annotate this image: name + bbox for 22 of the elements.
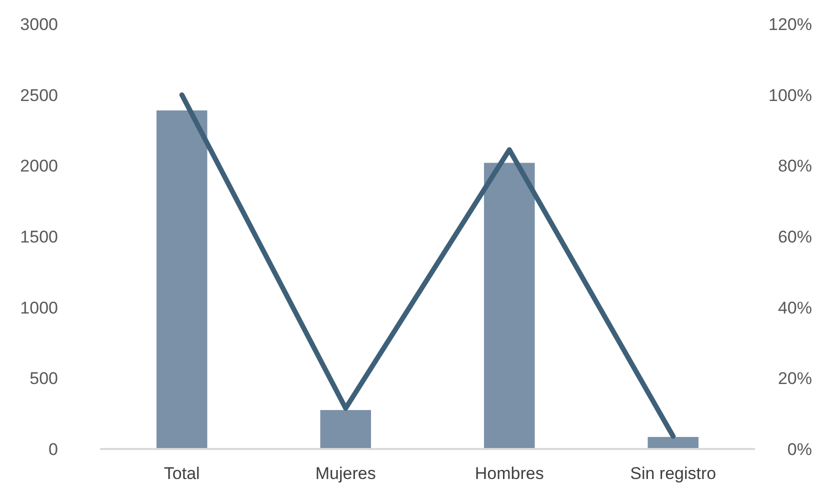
bar: [156, 110, 208, 449]
x-tick-label: Mujeres: [315, 464, 376, 483]
y2-tick-label: 80%: [778, 156, 812, 176]
bar: [484, 162, 535, 449]
y2-tick-label: 60%: [778, 227, 812, 246]
y2-tick-label: 20%: [778, 369, 812, 388]
y2-tick-label: 100%: [768, 86, 812, 105]
bar: [320, 410, 372, 449]
y2-tick-label: 120%: [768, 14, 812, 34]
x-tick-label: Total: [164, 464, 200, 483]
y-tick-label: 0: [48, 440, 58, 459]
bar: [648, 436, 699, 449]
y-tick-label: 1000: [20, 298, 58, 318]
y-tick-label: 1500: [20, 227, 58, 246]
y2-tick-label: 40%: [778, 298, 812, 318]
y-tick-label: 500: [30, 369, 58, 388]
y-tick-label: 2000: [20, 156, 58, 176]
y-tick-label: 2500: [20, 86, 58, 105]
y-tick-label: 3000: [20, 14, 58, 34]
x-tick-label: Sin registro: [630, 464, 716, 483]
x-tick-label: Hombres: [474, 464, 544, 483]
y2-tick-label: 0%: [787, 440, 812, 459]
